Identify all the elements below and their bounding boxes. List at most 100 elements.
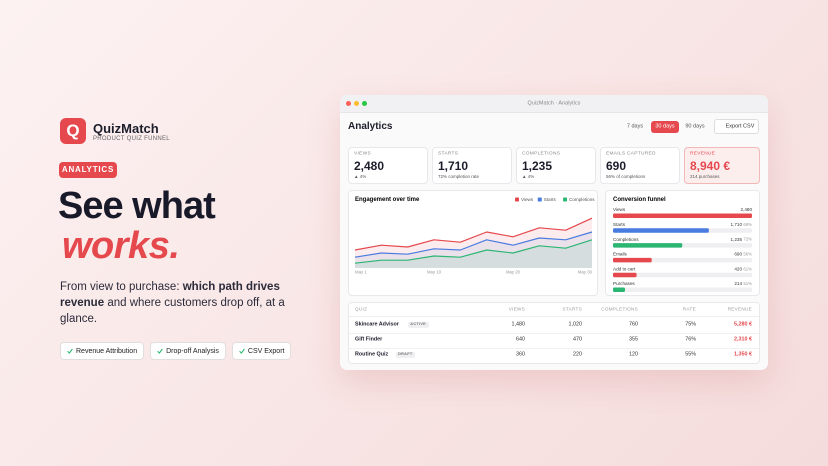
legend-swatch [563, 197, 568, 202]
table-cell: 120 [629, 351, 638, 358]
kpi-value: 1,235 [522, 159, 553, 173]
brand-tagline: PRODUCT QUIZ FUNNEL [93, 136, 170, 142]
funnel-label: Purchases [613, 281, 635, 286]
page-heading: Analytics [348, 121, 393, 132]
window-dot [354, 101, 359, 106]
funnel-card [605, 190, 760, 296]
table-header: QUIZ [355, 306, 368, 312]
headline: See what [58, 185, 216, 227]
range-button[interactable]: 7 days [626, 123, 644, 130]
kpi-card [432, 147, 512, 184]
table-header: VIEWS [508, 306, 525, 312]
line [354, 239, 593, 264]
feature-list: Revenue Attribution Drop-off Analysis CSV … [60, 342, 292, 360]
funnel-bar [613, 287, 625, 292]
table-cell: 640 [516, 336, 525, 343]
x-tick-label: May 20 [506, 270, 521, 275]
table-header: REVENUE [727, 306, 752, 312]
line [354, 231, 593, 258]
quiz-name: Routine Quiz [355, 351, 389, 358]
table-cell: 1,350 € [734, 351, 752, 358]
kpi-note: ▲ 4% [354, 173, 367, 179]
logo: Q [60, 118, 86, 144]
feature-label: CSV Export [247, 347, 285, 355]
table-cell: 470 [573, 336, 582, 343]
kpi-label: REVENUE [690, 151, 716, 157]
feature-pill: Drop-off Analysis [150, 342, 226, 360]
funnel-bar [613, 213, 752, 218]
quiz-name: Skincare Advisor [355, 321, 399, 328]
table-cell: 360 [516, 351, 525, 358]
x-tick-label: May 30 [578, 270, 593, 275]
table-cell: 75% [685, 321, 696, 328]
feature-pill: Revenue Attribution [60, 342, 145, 360]
funnel-bar [613, 228, 709, 233]
description-tail: and where customers drop off, at a glanc… [60, 297, 285, 325]
funnel-value: 214 [734, 281, 742, 286]
table-cell: 55% [685, 351, 696, 358]
kpi-card [600, 147, 680, 184]
range-button[interactable]: 30 days [655, 123, 675, 130]
kpi-value: 690 [606, 159, 627, 173]
table-cell: 1,020 [568, 321, 583, 328]
table-cell: 5,280 € [734, 321, 752, 328]
feature-label: Revenue Attribution [76, 347, 138, 355]
x-tick-label: May 1 [355, 270, 367, 275]
export-label[interactable]: Export CSV [725, 123, 755, 130]
check-icon [157, 348, 163, 354]
funnel-bar [613, 272, 637, 278]
legend-label: Starts [544, 197, 557, 202]
funnel-rate: 56% [743, 252, 752, 257]
funnel-rate: 69% [743, 222, 752, 227]
funnel-bar [613, 257, 652, 263]
export-button[interactable] [714, 119, 759, 134]
kpi-label: EMAILS CAPTURED [606, 151, 656, 157]
kpi-card [348, 147, 428, 184]
legend-label: Views [521, 197, 534, 202]
table-cell: 760 [629, 321, 638, 328]
funnel-value: 1,235 [731, 237, 743, 242]
table-cell: 1,480 [511, 321, 526, 328]
range-active-bg [651, 121, 679, 133]
description-lead: From view to purchase: [60, 281, 180, 293]
table-rule [349, 347, 759, 349]
check-icon [239, 348, 245, 354]
kpi-value: 1,710 [438, 159, 469, 173]
brand-name: QuizMatch [93, 121, 159, 136]
kpi-note: 72% completion rate [438, 173, 480, 179]
kpi-label: STARTS [438, 151, 459, 157]
funnel-label: Starts [613, 222, 626, 227]
kpi-value: 8,940 € [690, 159, 731, 173]
funnel-track [613, 272, 752, 278]
funnel-rate: 61% [743, 266, 752, 271]
kpi-value: 2,480 [354, 159, 385, 173]
funnel-rate: 72% [743, 237, 752, 242]
window-title: QuizMatch · Analytics [527, 100, 581, 107]
kpi-note: ▲ 4% [522, 173, 535, 179]
engagement-card [348, 190, 598, 296]
status-badge: ACTIVE [407, 321, 429, 329]
table-header: RATE [682, 306, 696, 312]
kpi-card [516, 147, 596, 184]
window-dot [362, 101, 367, 106]
quiz-name: Gift Finder [355, 336, 383, 343]
funnel-label: Completions [613, 237, 639, 242]
funnel-label: Views [613, 207, 626, 212]
kpi-label: VIEWS [354, 151, 371, 157]
line [354, 217, 593, 251]
funnel-label: Emails [613, 252, 627, 257]
headline-accent: works. [62, 225, 180, 267]
table-header: COMPLETIONS [601, 306, 638, 312]
kpi-label: COMPLETIONS [522, 151, 561, 157]
kpi-card [684, 147, 760, 184]
funnel-track [613, 287, 752, 292]
feature-label: Drop-off Analysis [166, 347, 219, 355]
status-badge: DRAFT [395, 351, 415, 359]
table-cell: 76% [685, 336, 696, 343]
funnel-bar [613, 243, 683, 248]
kpi-note: 214 purchases [690, 173, 720, 179]
range-button[interactable]: 90 days [685, 123, 705, 130]
feature-pill: CSV Export [231, 342, 292, 360]
legend-swatch [515, 197, 519, 202]
